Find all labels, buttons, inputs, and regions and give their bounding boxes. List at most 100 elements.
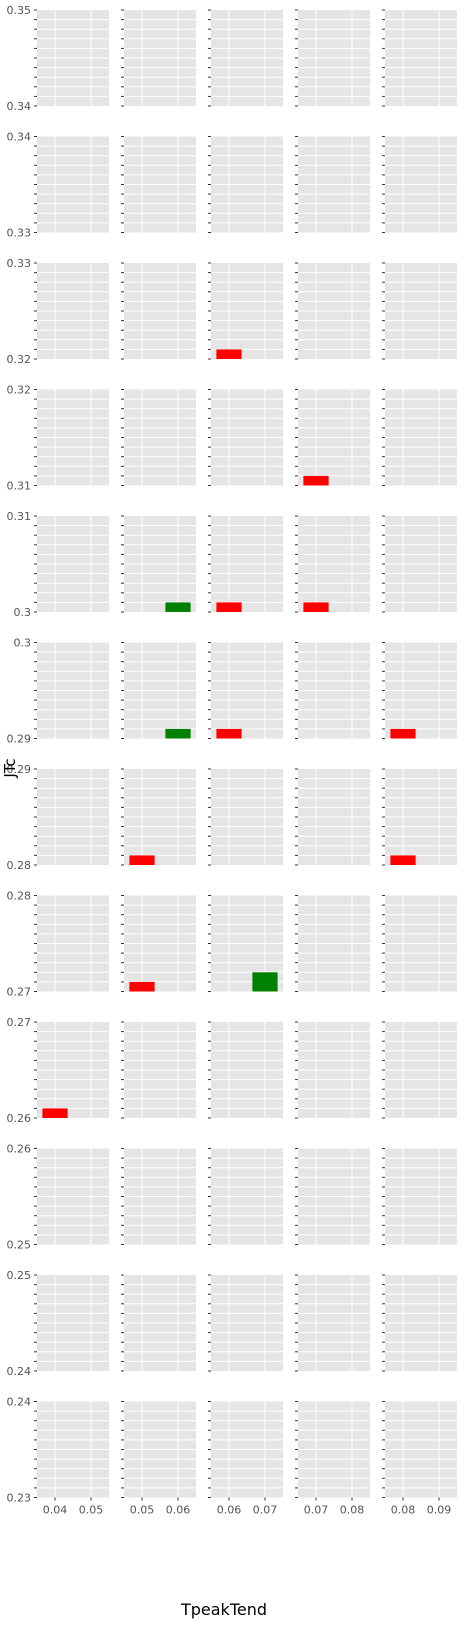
facet-panel xyxy=(295,896,370,992)
bar-green xyxy=(165,729,190,739)
bar-red xyxy=(216,602,241,612)
facet-panel xyxy=(34,137,109,233)
facet-panel xyxy=(382,263,457,359)
facet-panel xyxy=(208,1149,283,1245)
facet-panel xyxy=(121,137,196,233)
x-tick-label: 0.08 xyxy=(391,1504,416,1517)
x-tick-label: 0.09 xyxy=(427,1504,452,1517)
facet-panel xyxy=(295,516,370,612)
y-tick-label: 0.23 xyxy=(7,1492,32,1505)
facet-panel xyxy=(34,263,109,359)
facet-panel xyxy=(208,1275,283,1371)
x-axis-title: TpeakTend xyxy=(180,1600,267,1619)
facet-panel xyxy=(295,1022,370,1118)
y-tick-label: 0.31 xyxy=(7,510,32,523)
facet-panel xyxy=(295,643,370,739)
facet-panel xyxy=(34,516,109,612)
panels-layer: 0.35 0.34 0.34 0.33 0.33 0.32 0.32 0.31 0.31 0.3 0… xyxy=(7,4,458,1517)
facet-panel xyxy=(208,10,283,106)
facet-panel xyxy=(121,263,196,359)
facet-panel xyxy=(295,137,370,233)
x-tick-label: 0.07 xyxy=(304,1504,329,1517)
bar-red xyxy=(303,602,328,612)
facet-panel xyxy=(295,10,370,106)
facet-panel xyxy=(121,1275,196,1371)
facet-panel xyxy=(121,896,196,992)
facet-panel xyxy=(121,643,196,739)
facet-panel xyxy=(34,769,109,865)
facet-panel xyxy=(382,516,457,612)
y-tick-label: 0.26 xyxy=(7,1143,32,1156)
bar-red xyxy=(129,855,154,865)
facet-panel xyxy=(208,137,283,233)
facet-panel xyxy=(121,10,196,106)
facet-panel xyxy=(208,769,283,865)
y-tick-label: 0.24 xyxy=(7,1396,32,1409)
bar-red xyxy=(42,1108,67,1118)
facet-panel xyxy=(295,1402,370,1498)
facet-panel xyxy=(382,1402,457,1498)
facet-panel xyxy=(121,1022,196,1118)
bar-red xyxy=(216,349,241,359)
facet-panel xyxy=(382,1022,457,1118)
bar-green xyxy=(165,602,190,612)
facet-panel xyxy=(208,1402,283,1498)
facet-panel xyxy=(34,1275,109,1371)
x-tick-label: 0.08 xyxy=(340,1504,365,1517)
bar-green xyxy=(252,972,277,991)
facet-panel xyxy=(34,896,109,992)
facet-panel xyxy=(34,10,109,106)
x-tick-label: 0.06 xyxy=(217,1504,242,1517)
facet-panel xyxy=(382,137,457,233)
facet-panel xyxy=(295,1275,370,1371)
y-tick-label: 0.34 xyxy=(7,100,32,113)
x-tick-label: 0.05 xyxy=(130,1504,155,1517)
y-tick-label: 0.26 xyxy=(7,1112,32,1125)
facet-panel xyxy=(382,10,457,106)
facet-panel xyxy=(382,643,457,739)
facet-panel xyxy=(34,1402,109,1498)
x-tick-label: 0.07 xyxy=(253,1504,278,1517)
bar-red xyxy=(390,855,415,865)
facet-panel xyxy=(295,263,370,359)
bar-red xyxy=(390,729,415,739)
facet-panel xyxy=(121,1149,196,1245)
y-tick-label: 0.28 xyxy=(7,890,32,903)
facet-panel xyxy=(34,1149,109,1245)
facet-panel xyxy=(208,643,283,739)
facet-panel xyxy=(295,769,370,865)
y-tick-label: 0.3 xyxy=(14,606,32,619)
x-tick-label: 0.04 xyxy=(43,1504,68,1517)
y-tick-label: 0.25 xyxy=(7,1239,32,1252)
y-tick-label: 0.29 xyxy=(7,733,32,746)
facet-panel xyxy=(34,390,109,486)
y-tick-label: 0.25 xyxy=(7,1269,32,1282)
facet-panel xyxy=(208,1022,283,1118)
facet-panel xyxy=(208,390,283,486)
facet-panel xyxy=(382,1149,457,1245)
y-tick-label: 0.32 xyxy=(7,384,32,397)
facet-panel xyxy=(382,896,457,992)
bar-red xyxy=(303,476,328,486)
facet-panel xyxy=(121,1402,196,1498)
y-tick-label: 0.24 xyxy=(7,1365,32,1378)
facet-panel xyxy=(121,769,196,865)
facet-panel xyxy=(382,769,457,865)
bar-red xyxy=(216,729,241,739)
facet-panel xyxy=(121,516,196,612)
facet-panel xyxy=(208,516,283,612)
x-tick-label: 0.05 xyxy=(79,1504,104,1517)
facet-panel xyxy=(382,1275,457,1371)
facet-panel xyxy=(295,390,370,486)
facet-panel xyxy=(208,263,283,359)
y-tick-label: 0.27 xyxy=(7,1016,32,1029)
y-tick-label: 0.34 xyxy=(7,131,32,144)
x-tick-label: 0.06 xyxy=(166,1504,191,1517)
facet-panel xyxy=(34,643,109,739)
facet-panel xyxy=(382,390,457,486)
y-axis-title: JTc xyxy=(1,758,19,778)
facet-panel xyxy=(34,1022,109,1118)
y-tick-label: 0.27 xyxy=(7,986,32,999)
bar-red xyxy=(129,982,154,992)
